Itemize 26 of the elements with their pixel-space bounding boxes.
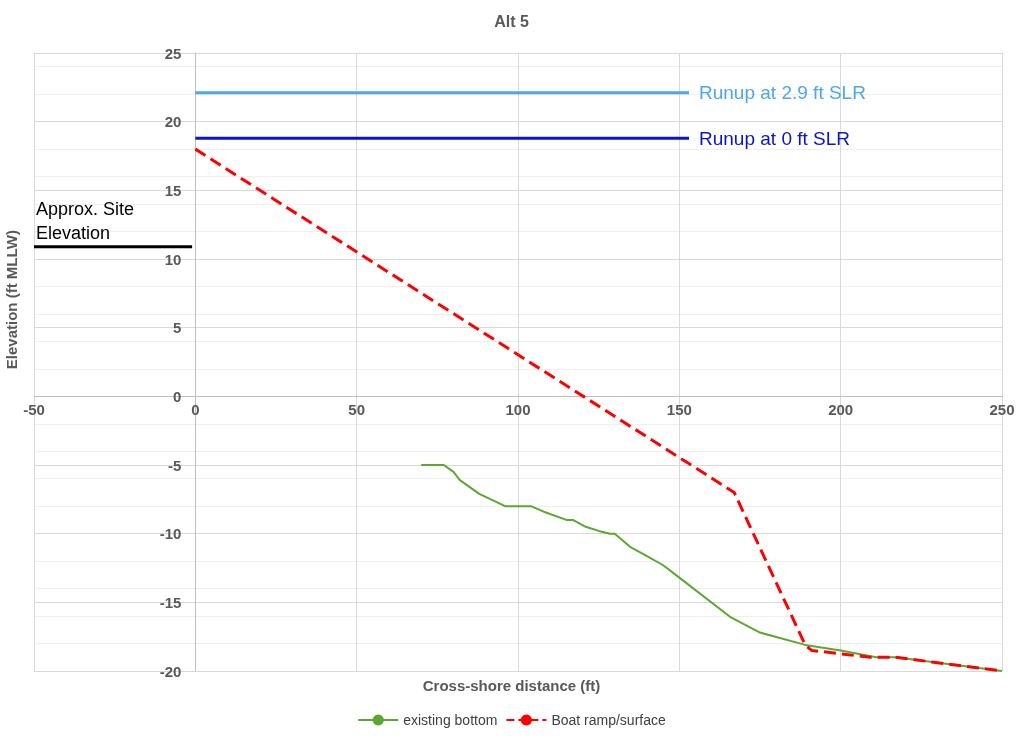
chart-title: Alt 5 — [494, 12, 529, 30]
y-tick-label: -10 — [159, 525, 182, 543]
line-series — [420, 464, 1003, 672]
x-tick-label: 250 — [989, 401, 1015, 419]
series-label: Approx. Site Elevation — [36, 198, 140, 243]
y-axis-title: Elevation (ft MLLW) — [3, 230, 20, 370]
y-tick-label: 0 — [172, 387, 182, 405]
y-tick-label: -5 — [167, 456, 182, 474]
legend-label: existing bottom — [403, 712, 498, 728]
y-tick-label: -20 — [159, 662, 182, 680]
x-tick-label: 100 — [505, 401, 531, 419]
x-tick-label: 0 — [191, 401, 200, 419]
x-axis-title: Cross-shore distance (ft) — [422, 677, 601, 694]
x-tick-label: -50 — [23, 401, 45, 419]
x-tick-label: 200 — [828, 401, 854, 419]
series-label: Runup at 0 ft SLR — [699, 127, 851, 149]
y-tick-label: 25 — [164, 44, 182, 62]
x-tick-label: 50 — [348, 401, 366, 419]
y-tick-label: 20 — [164, 113, 182, 131]
legend-label: Boat ramp/surface — [551, 712, 666, 728]
y-tick-label: 10 — [164, 250, 182, 268]
y-tick-label: 15 — [164, 181, 182, 199]
x-tick-label: 150 — [666, 401, 692, 419]
y-tick-label: 5 — [172, 319, 182, 337]
y-tick-label: -15 — [159, 593, 182, 611]
series-label: Runup at 2.9 ft SLR — [699, 82, 866, 104]
